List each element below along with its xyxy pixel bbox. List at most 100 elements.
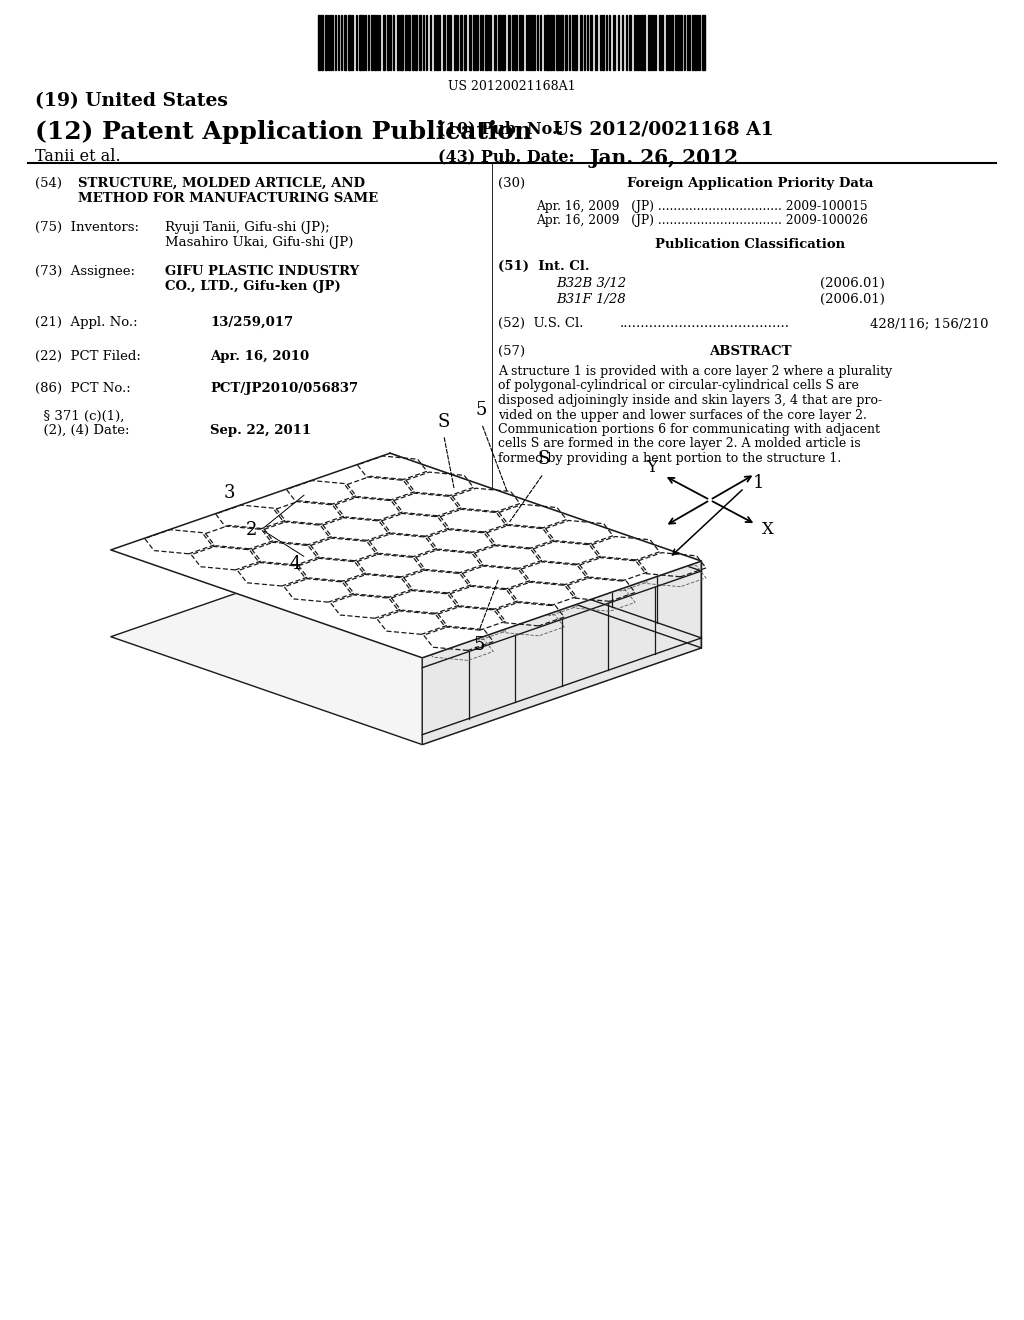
Bar bbox=[659, 15, 662, 70]
Bar bbox=[574, 15, 577, 70]
Bar bbox=[359, 15, 362, 70]
Text: 5: 5 bbox=[473, 636, 484, 653]
Bar bbox=[464, 15, 466, 70]
Bar bbox=[318, 15, 319, 70]
Text: cells S are formed in the core layer 2. A molded article is: cells S are formed in the core layer 2. … bbox=[498, 437, 860, 450]
Text: Apr. 16, 2010: Apr. 16, 2010 bbox=[210, 350, 309, 363]
Text: (52)  U.S. Cl.: (52) U.S. Cl. bbox=[498, 317, 584, 330]
Bar bbox=[485, 15, 488, 70]
Text: (22)  PCT Filed:: (22) PCT Filed: bbox=[35, 350, 141, 363]
Text: B32B 3/12: B32B 3/12 bbox=[556, 277, 626, 290]
Bar bbox=[613, 15, 615, 70]
Ellipse shape bbox=[429, 513, 440, 531]
Polygon shape bbox=[111, 453, 701, 657]
Text: S: S bbox=[437, 413, 450, 432]
Text: (12) Patent Application Publication: (12) Patent Application Publication bbox=[35, 120, 532, 144]
Text: A structure 1 is provided with a core layer 2 where a plurality: A structure 1 is provided with a core la… bbox=[498, 366, 892, 378]
Text: (43) Pub. Date:: (43) Pub. Date: bbox=[438, 148, 574, 165]
Bar bbox=[443, 15, 445, 70]
Bar bbox=[321, 15, 323, 70]
Bar bbox=[702, 15, 705, 70]
Bar bbox=[648, 15, 650, 70]
Text: (86)  PCT No.:: (86) PCT No.: bbox=[35, 381, 131, 395]
Bar bbox=[556, 15, 559, 70]
Bar bbox=[560, 15, 563, 70]
Text: US 2012/0021168 A1: US 2012/0021168 A1 bbox=[553, 120, 774, 139]
Text: (75)  Inventors:: (75) Inventors: bbox=[35, 220, 139, 234]
Bar bbox=[469, 15, 471, 70]
Text: Jan. 26, 2012: Jan. 26, 2012 bbox=[590, 148, 739, 168]
Bar bbox=[494, 15, 496, 70]
Text: vided on the upper and lower surfaces of the core layer 2.: vided on the upper and lower surfaces of… bbox=[498, 408, 867, 421]
Bar bbox=[502, 15, 505, 70]
Bar bbox=[498, 15, 501, 70]
Text: Ryuji Tanii, Gifu-shi (JP);: Ryuji Tanii, Gifu-shi (JP); bbox=[165, 220, 330, 234]
Bar bbox=[595, 15, 597, 70]
Text: US 20120021168A1: US 20120021168A1 bbox=[449, 81, 575, 92]
Bar bbox=[460, 15, 462, 70]
Text: Sep. 22, 2011: Sep. 22, 2011 bbox=[210, 424, 311, 437]
Text: 1: 1 bbox=[753, 474, 764, 492]
Text: X: X bbox=[762, 521, 774, 539]
Text: ........................................: ........................................ bbox=[620, 317, 790, 330]
Text: formed by providing a bent portion to the structure 1.: formed by providing a bent portion to th… bbox=[498, 451, 842, 465]
Text: PCT/JP2010/056837: PCT/JP2010/056837 bbox=[210, 381, 358, 395]
Text: § 371 (c)(1),: § 371 (c)(1), bbox=[35, 411, 124, 422]
Bar bbox=[528, 15, 530, 70]
Text: of polygonal-cylindrical or circular-cylindrical cells S are: of polygonal-cylindrical or circular-cyl… bbox=[498, 380, 859, 392]
Bar bbox=[371, 15, 373, 70]
Polygon shape bbox=[390, 453, 701, 648]
Text: (2), (4) Date:: (2), (4) Date: bbox=[35, 424, 129, 437]
Bar bbox=[508, 15, 510, 70]
Text: 428/116; 156/210: 428/116; 156/210 bbox=[870, 317, 988, 330]
Bar bbox=[436, 15, 438, 70]
Bar bbox=[546, 15, 549, 70]
Bar bbox=[671, 15, 673, 70]
Text: Publication Classification: Publication Classification bbox=[655, 238, 845, 251]
Text: (73)  Assignee:: (73) Assignee: bbox=[35, 265, 135, 279]
Bar bbox=[680, 15, 682, 70]
Polygon shape bbox=[111, 540, 701, 744]
Text: (10) Pub. No.:: (10) Pub. No.: bbox=[438, 120, 563, 137]
Bar bbox=[400, 15, 403, 70]
Text: 3: 3 bbox=[224, 483, 236, 502]
Polygon shape bbox=[422, 561, 701, 744]
Text: Foreign Application Priority Data: Foreign Application Priority Data bbox=[627, 177, 873, 190]
Text: Tanii et al.: Tanii et al. bbox=[35, 148, 121, 165]
Text: 13/259,017: 13/259,017 bbox=[210, 315, 293, 329]
Bar bbox=[419, 15, 421, 70]
Text: (19) United States: (19) United States bbox=[35, 92, 228, 110]
Text: STRUCTURE, MOLDED ARTICLE, AND: STRUCTURE, MOLDED ARTICLE, AND bbox=[78, 177, 365, 190]
Text: Communication portions 6 for communicating with adjacent: Communication portions 6 for communicati… bbox=[498, 422, 880, 436]
Text: Y: Y bbox=[646, 459, 657, 477]
Bar bbox=[531, 15, 534, 70]
Text: Apr. 16, 2009   (JP) ................................ 2009-100026: Apr. 16, 2009 (JP) .....................… bbox=[536, 214, 868, 227]
Text: 2: 2 bbox=[246, 520, 257, 539]
Text: CO., LTD., Gifu-ken (JP): CO., LTD., Gifu-ken (JP) bbox=[165, 280, 341, 293]
Bar bbox=[387, 15, 389, 70]
Bar bbox=[374, 15, 376, 70]
Text: Apr. 16, 2009   (JP) ................................ 2009-100015: Apr. 16, 2009 (JP) .....................… bbox=[536, 201, 867, 213]
Text: B31F 1/28: B31F 1/28 bbox=[556, 293, 626, 306]
Text: GIFU PLASTIC INDUSTRY: GIFU PLASTIC INDUSTRY bbox=[165, 265, 359, 279]
Bar bbox=[514, 15, 517, 70]
Text: disposed adjoiningly inside and skin layers 3, 4 that are pro-: disposed adjoiningly inside and skin lay… bbox=[498, 393, 882, 407]
Bar bbox=[408, 15, 410, 70]
Text: S: S bbox=[538, 450, 550, 469]
Bar bbox=[348, 15, 351, 70]
Bar bbox=[694, 15, 696, 70]
Bar bbox=[415, 15, 417, 70]
Text: (30): (30) bbox=[498, 177, 525, 190]
Bar bbox=[668, 15, 670, 70]
Bar bbox=[642, 15, 645, 70]
Bar bbox=[473, 15, 475, 70]
Text: (54): (54) bbox=[35, 177, 62, 190]
Bar bbox=[325, 15, 327, 70]
Text: Masahiro Ukai, Gifu-shi (JP): Masahiro Ukai, Gifu-shi (JP) bbox=[165, 236, 353, 249]
Bar bbox=[550, 15, 552, 70]
Bar bbox=[454, 15, 456, 70]
Text: ABSTRACT: ABSTRACT bbox=[709, 345, 792, 358]
Bar bbox=[590, 15, 592, 70]
Bar bbox=[412, 15, 414, 70]
Bar bbox=[383, 15, 385, 70]
